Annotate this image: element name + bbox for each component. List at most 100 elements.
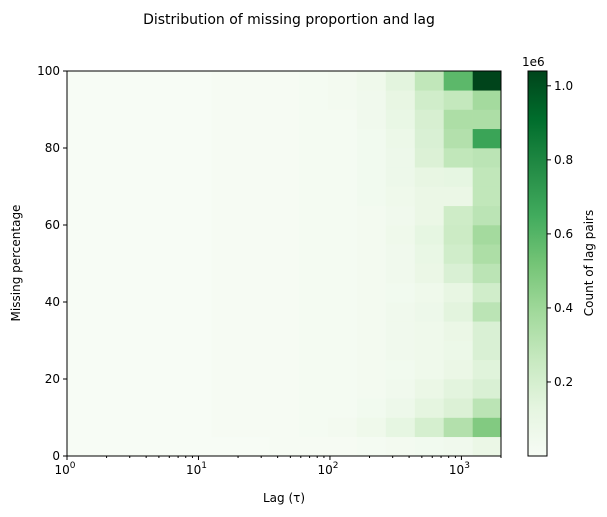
heatmap-cell [124,109,155,130]
heatmap-cell [443,186,473,207]
heatmap-cell [356,340,387,361]
heatmap-cell [240,90,271,110]
heatmap-cell [95,167,126,187]
heatmap-cell [67,321,97,341]
heatmap-cell [67,359,97,380]
heatmap-cell [298,302,329,322]
heatmap-cell [414,205,444,226]
heatmap-cell [153,398,184,418]
heatmap-cell [240,167,271,187]
heatmap-cell [182,225,212,245]
heatmap-cell [67,128,97,149]
heatmap-cell [414,436,444,457]
heatmap-cell [211,205,242,226]
heatmap-cell [269,321,300,341]
heatmap-cell [124,263,155,284]
heatmap-cell [182,71,212,91]
heatmap-cell [95,436,126,457]
chart-title: Distribution of missing proportion and l… [143,12,435,28]
heatmap-cell [472,128,502,149]
heatmap-cell [356,359,387,380]
heatmap-cell [153,302,184,322]
heatmap-cell [443,359,473,380]
heatmap-cell [472,167,502,187]
heatmap-cell [298,379,329,399]
heatmap-cell [414,148,444,168]
heatmap-cell [472,417,502,438]
colorbar-ticks: 0.2 0.4 0.6 0.8 1.0 [547,79,573,389]
heatmap-cell [211,167,242,187]
heatmap-cell [95,398,126,418]
heatmap-cell [124,302,155,322]
heatmap-cell [327,359,358,380]
heatmap-cell [356,321,387,341]
heatmap-cell [269,340,300,361]
heatmap-cell [240,148,271,168]
heatmap-cell [472,302,502,322]
heatmap-cell [95,379,126,399]
heatmap-cell [153,90,184,110]
heatmap-cell [472,148,502,168]
y-tick-label: 0 [52,449,60,463]
heatmap-cell [298,71,329,91]
heatmap-cell [414,128,444,149]
heatmap-cell [356,302,387,322]
heatmap-cell [269,417,300,438]
heatmap-cell [211,90,242,110]
heatmap-cell [95,302,126,322]
heatmap-cell [414,398,444,418]
heatmap-cell [443,436,473,457]
heatmap-cell [182,340,212,361]
heatmap-cell [153,282,184,303]
heatmap-cell [327,417,358,438]
heatmap-cell [414,282,444,303]
colorbar-multiplier: 1e6 [522,55,545,69]
heatmap-cell [298,167,329,187]
x-tick-label: 102 [317,461,338,477]
heatmap-cell [414,244,444,264]
heatmap-cell [124,398,155,418]
heatmap-cell [414,379,444,399]
heatmap-cell [95,321,126,341]
heatmap-cell [95,186,126,207]
heatmap-cell [414,263,444,284]
heatmap-cell [443,90,473,110]
heatmap-cell [269,128,300,149]
heatmap-cell [472,244,502,264]
heatmap-cell [67,398,97,418]
heatmap-cell [240,417,271,438]
heatmap-cell [327,263,358,284]
heatmap-cell [298,436,329,457]
heatmap-cell [124,167,155,187]
heatmap-cell [153,148,184,168]
heatmap-cell [124,205,155,226]
heatmap-cell [182,263,212,284]
heatmap-cell [356,109,387,130]
heatmap-cell [182,398,212,418]
heatmap-cell [356,379,387,399]
heatmap-cell [124,186,155,207]
heatmap-cell [356,263,387,284]
heatmap-cell [298,225,329,245]
colorbar [527,70,548,457]
heatmap-cell [95,417,126,438]
heatmap-cell [124,436,155,457]
heatmap-cell [327,186,358,207]
heatmap-cell [327,109,358,130]
heatmap-cell [269,263,300,284]
heatmap-cell [124,128,155,149]
heatmap-cell [153,244,184,264]
heatmap-cell [385,205,416,226]
heatmap-cell [67,225,97,245]
heatmap-cell [327,244,358,264]
heatmap-cell [327,282,358,303]
heatmap-cell [211,225,242,245]
heatmap-cell [385,282,416,303]
colorbar-tick-label: 0.6 [554,227,573,241]
heatmap-cell [67,282,97,303]
heatmap-cell [472,263,502,284]
heatmap-cell [385,71,416,91]
heatmap-cell [356,128,387,149]
heatmap-cell [269,436,300,457]
heatmap-cell [443,398,473,418]
